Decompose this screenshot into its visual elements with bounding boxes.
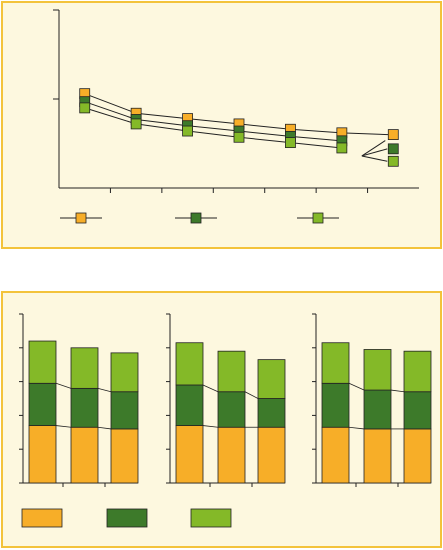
bar-segment bbox=[110, 352, 139, 393]
bar-segment bbox=[175, 342, 204, 386]
line-point bbox=[233, 131, 245, 143]
bar-connector bbox=[55, 382, 72, 389]
bar-segment bbox=[70, 426, 99, 484]
bar-segment bbox=[110, 428, 139, 484]
line-series-1 bbox=[84, 101, 342, 142]
line-point bbox=[387, 143, 399, 155]
bar-connector bbox=[202, 384, 219, 393]
line-point bbox=[387, 155, 399, 167]
bar-segment bbox=[363, 389, 392, 430]
bar-connector bbox=[55, 425, 72, 428]
bar-segment bbox=[217, 391, 246, 428]
annotation-arrow bbox=[361, 140, 386, 157]
bar-segment bbox=[321, 342, 350, 384]
bar-connector bbox=[348, 382, 365, 391]
bar-segment bbox=[175, 384, 204, 426]
line-series-0 bbox=[84, 93, 342, 134]
legend-swatch bbox=[21, 508, 63, 528]
bar-segment bbox=[110, 391, 139, 430]
bar-segment bbox=[363, 428, 392, 484]
legend-marker bbox=[190, 212, 202, 224]
line-point bbox=[130, 118, 142, 130]
line-point bbox=[79, 102, 91, 114]
bar-segment bbox=[28, 340, 57, 384]
legend-swatch bbox=[106, 508, 148, 528]
bar-connector bbox=[97, 387, 112, 393]
line-series-leader bbox=[341, 132, 389, 136]
bar-segment bbox=[217, 426, 246, 484]
bar-segment bbox=[28, 425, 57, 484]
bar-segment bbox=[70, 347, 99, 389]
bar-segment bbox=[321, 382, 350, 428]
bar-connector bbox=[348, 426, 365, 430]
bar-segment bbox=[257, 426, 286, 484]
bar-connector bbox=[97, 426, 112, 430]
annotation-arrow bbox=[361, 155, 388, 162]
line-series-2 bbox=[84, 107, 342, 149]
bar-segment bbox=[403, 428, 432, 484]
legend-swatch bbox=[190, 508, 232, 528]
bar-segment bbox=[28, 382, 57, 426]
line-point bbox=[387, 129, 399, 141]
bar-segment bbox=[257, 398, 286, 428]
bar-segment bbox=[175, 425, 204, 484]
line-chart-panel bbox=[1, 1, 442, 249]
bar-connector bbox=[390, 389, 405, 393]
bar-segment bbox=[257, 359, 286, 399]
bar-segment bbox=[403, 350, 432, 393]
legend-marker bbox=[312, 212, 324, 224]
bar-connector bbox=[202, 425, 219, 428]
bar-segment bbox=[363, 349, 392, 391]
legend-marker bbox=[75, 212, 87, 224]
bar-connector bbox=[244, 391, 259, 399]
bar-segment bbox=[217, 350, 246, 393]
bar-segment bbox=[403, 391, 432, 430]
line-point bbox=[336, 142, 348, 154]
line-point bbox=[182, 125, 193, 137]
bar-segment bbox=[321, 426, 350, 484]
line-point bbox=[285, 137, 296, 149]
annotation-arrow bbox=[361, 148, 388, 157]
bar-segment bbox=[70, 387, 99, 428]
